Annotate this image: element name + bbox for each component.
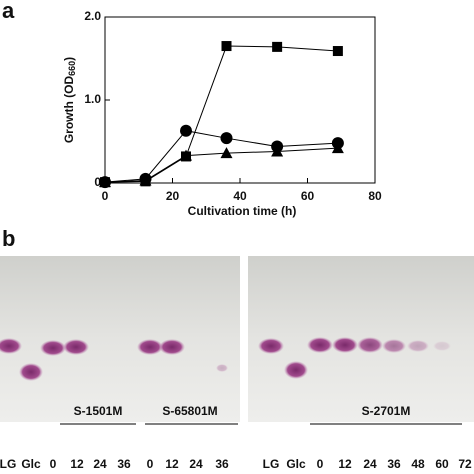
plot-frame	[104, 16, 376, 184]
tlc-plate	[0, 256, 240, 422]
lane-label: 12	[338, 457, 352, 471]
lane-label: 12	[165, 457, 179, 471]
marker	[99, 176, 111, 188]
series-line	[104, 45, 338, 183]
lane-label: LG	[0, 457, 16, 471]
lane-label: 36	[117, 457, 131, 471]
lane-label: 0	[147, 457, 154, 471]
panel-label: a	[2, 0, 15, 23]
y-tick-label: 2.0	[84, 9, 101, 23]
marker	[220, 132, 233, 145]
marker	[331, 142, 344, 154]
marker	[180, 149, 192, 161]
x-tick-label: 40	[233, 189, 247, 203]
x-tick-label: 0	[102, 189, 109, 203]
marker	[332, 46, 343, 57]
lane-label: 24	[189, 457, 203, 471]
x-axis-label: Cultivation time (h)	[188, 204, 297, 218]
lane-label: LG	[263, 457, 280, 471]
marker	[271, 145, 284, 157]
lane-label: 0	[317, 457, 324, 471]
lane-label: 36	[215, 457, 229, 471]
panel-label: b	[2, 226, 15, 251]
marker	[272, 41, 283, 52]
lane-label: 48	[411, 457, 425, 471]
x-tick-label: 20	[166, 189, 180, 203]
marker	[221, 41, 232, 52]
marker	[139, 174, 152, 186]
lane-label: 24	[363, 457, 377, 471]
lane-label: 24	[93, 457, 107, 471]
series-line	[104, 130, 338, 183]
marker	[180, 124, 192, 137]
x-tick-label: 80	[368, 189, 382, 203]
lane-label: 36	[387, 457, 401, 471]
x-tick-label: 60	[301, 189, 315, 203]
y-axis-label: Growth (OD660)	[62, 57, 77, 143]
tlc-spots	[0, 337, 451, 381]
lane-label: Glc	[286, 457, 306, 471]
series-line	[104, 147, 338, 183]
tlc-plate	[248, 256, 474, 422]
sample-label: S-2701M	[362, 404, 411, 418]
lane-label: Glc	[21, 457, 41, 471]
lane-label: 72	[458, 457, 472, 471]
marker	[220, 147, 233, 159]
y-tick-label: 1.0	[84, 92, 101, 106]
lane-label: 12	[70, 457, 84, 471]
y-tick-label: 0	[94, 175, 101, 189]
sample-label: S-65801M	[162, 404, 217, 418]
lane-label: 60	[435, 457, 449, 471]
lane-label: 0	[50, 457, 57, 471]
sample-label: S-1501M	[74, 404, 123, 418]
